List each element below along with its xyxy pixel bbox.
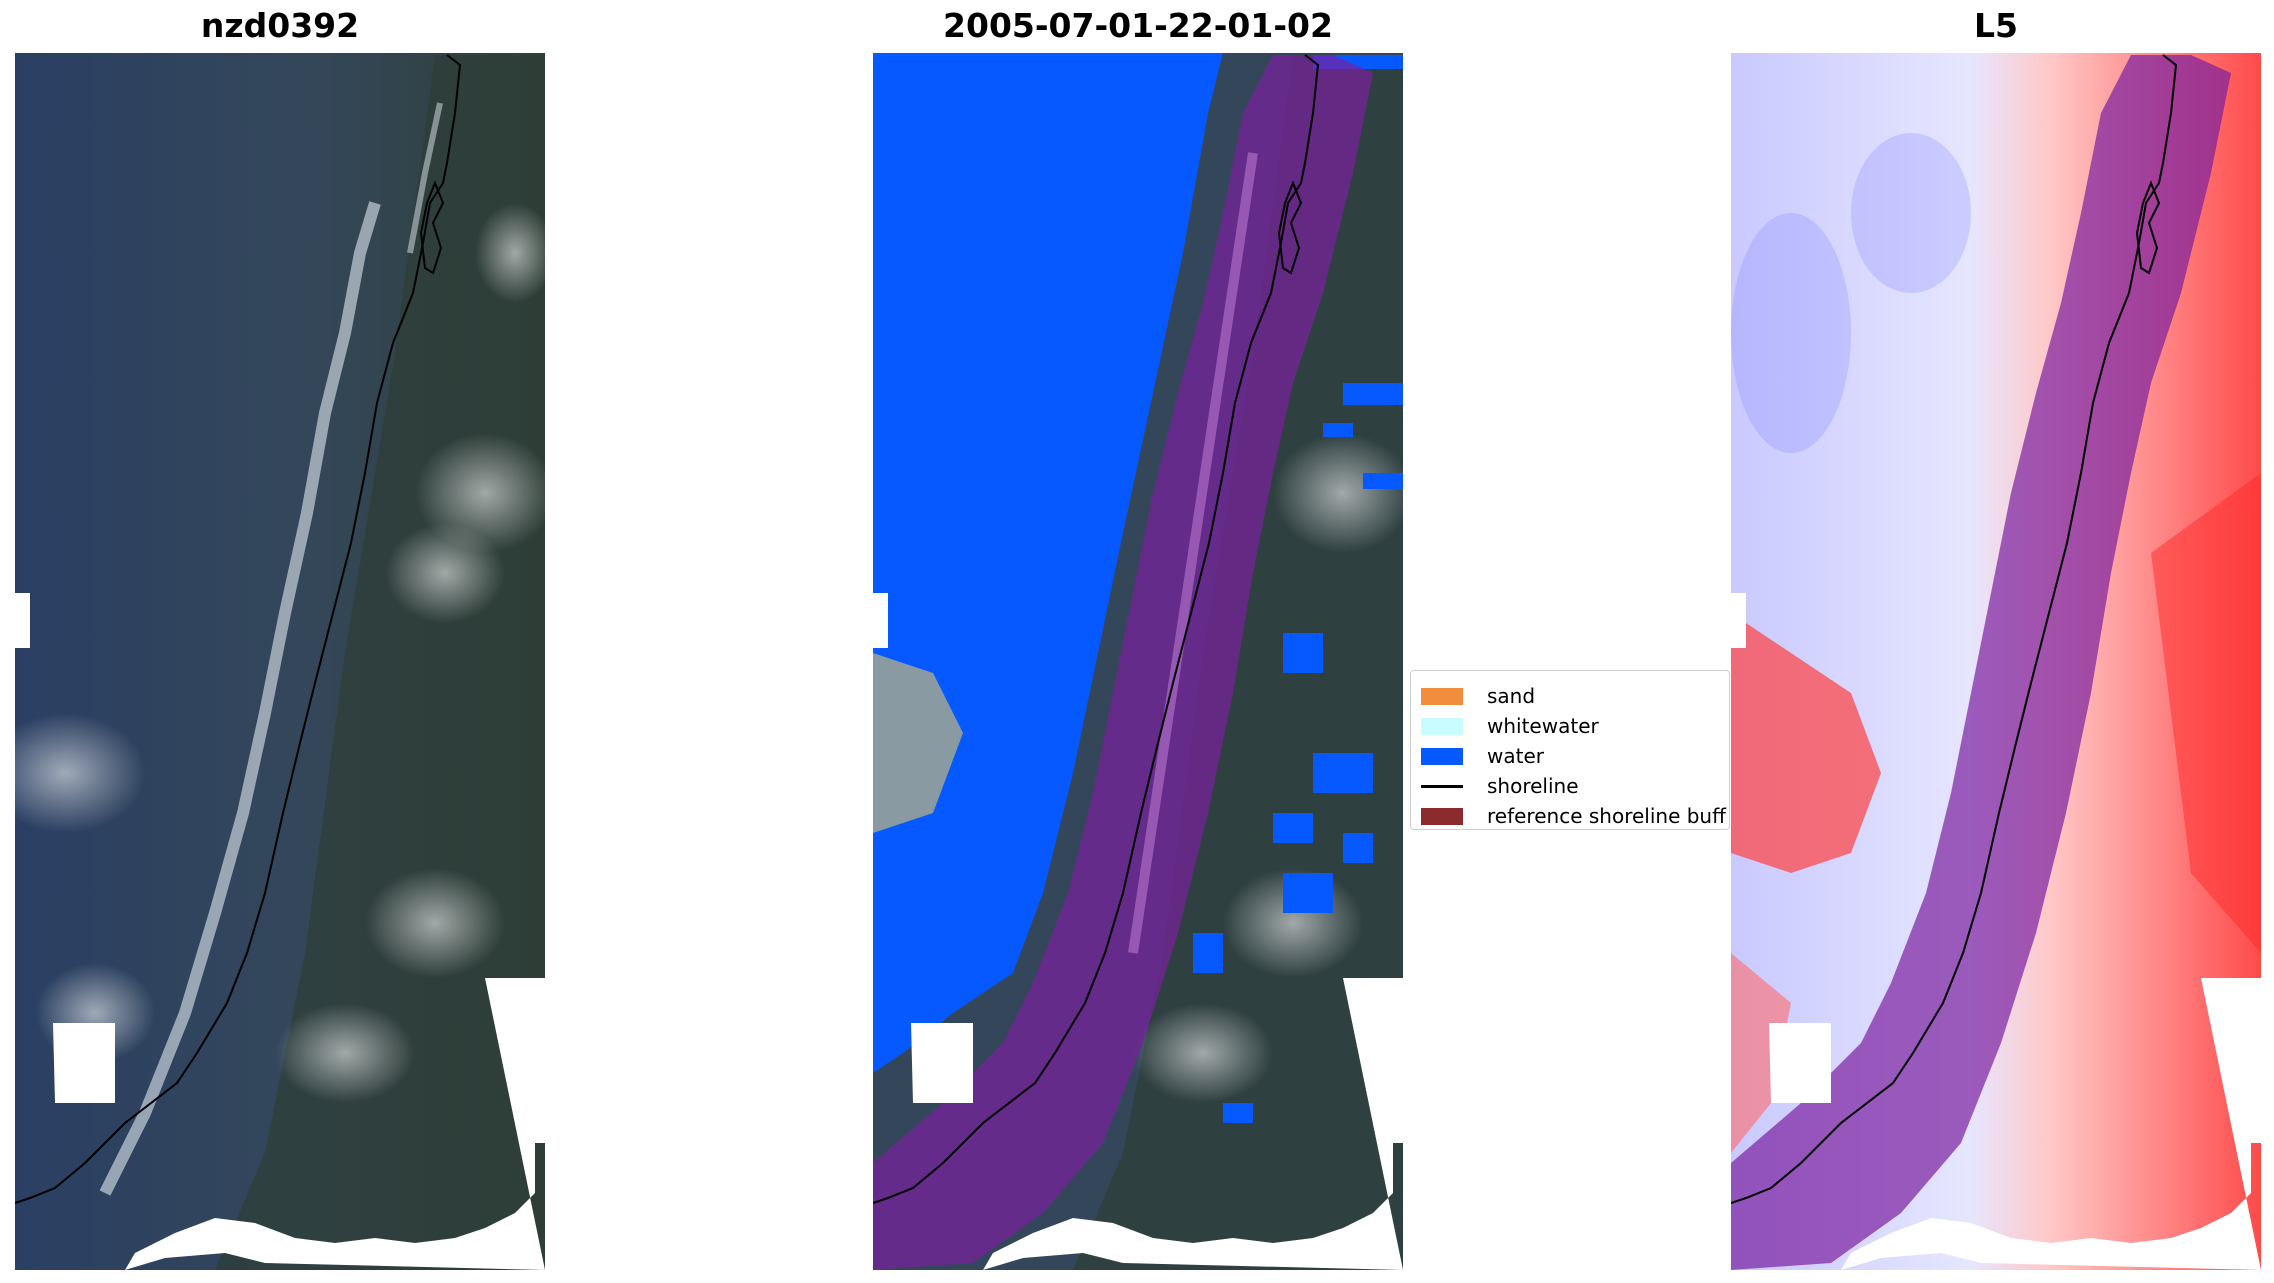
legend-swatch-reference-buffer: [1421, 807, 1463, 825]
panel-title-index: L5: [1974, 6, 2018, 45]
satellite-image: [15, 53, 545, 1270]
legend-item-shoreline: shoreline: [1421, 771, 1579, 801]
legend-item-water: water: [1421, 741, 1544, 771]
legend-label: sand: [1487, 684, 1536, 708]
classification-panel: [873, 53, 1403, 1270]
classification-image: [873, 53, 1403, 1270]
legend-line-shoreline: [1421, 784, 1463, 788]
legend: sand whitewater water shoreline referenc…: [1410, 670, 1730, 830]
index-map: [1731, 53, 2261, 1270]
satellite-image-panel: [15, 53, 545, 1270]
index-map-panel: [1731, 53, 2261, 1270]
legend-label: water: [1487, 744, 1544, 768]
panel-title-classification: 2005-07-01-22-01-02: [943, 6, 1333, 45]
legend-swatch-water: [1421, 747, 1463, 765]
legend-label: reference shoreline buff: [1487, 804, 1726, 828]
legend-swatch-whitewater: [1421, 717, 1463, 735]
panel-title-rgb: nzd0392: [200, 6, 360, 45]
legend-label: shoreline: [1487, 774, 1579, 798]
legend-item-whitewater: whitewater: [1421, 711, 1599, 741]
legend-item-reference-buffer: reference shoreline buff: [1421, 801, 1726, 829]
legend-label: whitewater: [1487, 714, 1599, 738]
legend-item-sand: sand: [1421, 681, 1535, 711]
legend-swatch-sand: [1421, 687, 1463, 705]
